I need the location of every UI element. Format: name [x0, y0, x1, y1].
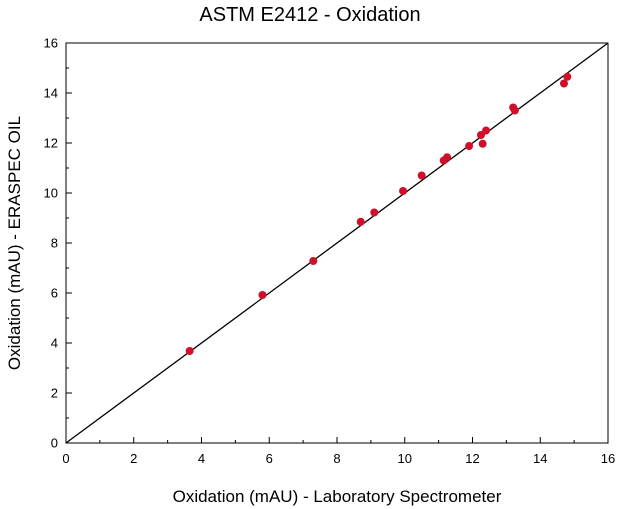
x-tick-label: 6 — [266, 451, 273, 466]
x-tick-label: 2 — [130, 451, 137, 466]
data-point — [370, 208, 379, 217]
y-tick-label: 8 — [51, 236, 58, 251]
data-point — [185, 347, 194, 355]
data-point — [356, 217, 365, 226]
ticks — [65, 42, 609, 444]
x-tick-label: 4 — [198, 451, 205, 466]
data-point — [258, 291, 267, 299]
x-tick-label: 12 — [465, 451, 479, 466]
chart-title: ASTM E2412 - Oxidation — [199, 4, 421, 26]
x-tick-label: 10 — [398, 451, 412, 466]
y-tick-label: 16 — [44, 36, 58, 51]
data-points — [185, 72, 572, 355]
x-tick-label: 14 — [533, 451, 547, 466]
tick-labels: 0 2 4 6 8 10 12 14 16 0 2 4 6 8 10 12 14 16 — [44, 36, 616, 467]
y-tick-label: 12 — [44, 136, 58, 151]
data-point — [559, 79, 568, 88]
data-point — [563, 72, 572, 81]
y-tick-label: 2 — [51, 386, 58, 401]
data-point — [478, 139, 487, 148]
y-axis-label: Oxidation (mAU) - ERASPEC OIL — [5, 116, 24, 370]
y-tick-label: 10 — [44, 186, 58, 201]
data-point — [309, 257, 318, 265]
x-axis-label: Oxidation (mAU) - Laboratory Spectromete… — [173, 487, 502, 506]
x-tick-label: 0 — [62, 451, 69, 466]
y-tick-label: 6 — [51, 286, 58, 301]
data-point — [399, 187, 408, 195]
reference-line — [65, 42, 609, 444]
y-tick-label: 4 — [51, 336, 58, 351]
x-tick-label: 16 — [601, 451, 615, 466]
data-point — [465, 142, 474, 150]
reference-line-layer — [65, 42, 609, 444]
x-tick-label: 8 — [333, 451, 340, 466]
data-point — [417, 171, 426, 180]
data-point — [482, 126, 491, 135]
data-point — [510, 106, 519, 115]
y-tick-label: 14 — [44, 86, 58, 101]
y-tick-label: 0 — [51, 436, 58, 451]
data-point — [443, 153, 452, 162]
